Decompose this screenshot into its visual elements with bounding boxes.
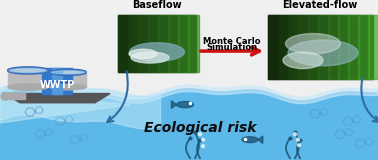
Ellipse shape — [131, 52, 169, 63]
Ellipse shape — [8, 84, 48, 90]
Circle shape — [201, 145, 204, 148]
Ellipse shape — [283, 52, 323, 69]
Ellipse shape — [8, 67, 48, 74]
Polygon shape — [171, 101, 177, 108]
Ellipse shape — [1, 93, 9, 100]
Bar — [50, 72, 86, 87]
Ellipse shape — [129, 49, 157, 58]
Bar — [168, 15, 179, 72]
Bar — [288, 15, 299, 79]
Bar — [148, 15, 159, 72]
FancyBboxPatch shape — [42, 68, 72, 94]
Ellipse shape — [285, 34, 341, 54]
Bar — [358, 15, 369, 79]
FancyBboxPatch shape — [52, 68, 62, 94]
FancyArrowPatch shape — [107, 71, 128, 122]
Text: Elevated-flow: Elevated-flow — [282, 0, 358, 10]
Bar — [118, 15, 129, 72]
Bar — [328, 15, 339, 79]
Circle shape — [198, 133, 201, 136]
Bar — [318, 15, 329, 79]
Polygon shape — [258, 136, 263, 143]
Bar — [188, 15, 199, 72]
FancyArrowPatch shape — [361, 78, 378, 122]
Bar — [278, 15, 289, 79]
Bar — [138, 15, 149, 72]
FancyBboxPatch shape — [5, 93, 25, 100]
Polygon shape — [0, 94, 130, 123]
Ellipse shape — [288, 40, 358, 66]
Ellipse shape — [51, 70, 85, 74]
Text: Baseflow: Baseflow — [132, 0, 182, 10]
Ellipse shape — [9, 68, 47, 73]
Ellipse shape — [242, 137, 258, 143]
Text: Simulation: Simulation — [206, 43, 257, 52]
Bar — [128, 15, 139, 72]
Bar — [338, 15, 349, 79]
Bar — [42, 81, 72, 82]
Bar — [268, 15, 373, 79]
Polygon shape — [5, 94, 110, 103]
Ellipse shape — [50, 70, 86, 75]
Text: Monte Carlo: Monte Carlo — [203, 37, 261, 46]
Bar — [298, 15, 309, 79]
Bar — [368, 15, 378, 79]
Ellipse shape — [177, 101, 194, 108]
Text: WWTP: WWTP — [39, 80, 75, 90]
Bar — [178, 15, 189, 72]
Bar — [118, 15, 196, 72]
Bar — [308, 15, 319, 79]
Bar — [348, 15, 359, 79]
Circle shape — [201, 138, 204, 141]
Text: Ecological risk: Ecological risk — [144, 121, 256, 135]
Bar — [268, 15, 279, 79]
Circle shape — [296, 138, 299, 141]
Circle shape — [297, 144, 301, 147]
Bar — [8, 70, 48, 87]
Circle shape — [293, 133, 296, 136]
Bar — [158, 15, 169, 72]
Ellipse shape — [130, 43, 184, 61]
Ellipse shape — [50, 84, 86, 90]
